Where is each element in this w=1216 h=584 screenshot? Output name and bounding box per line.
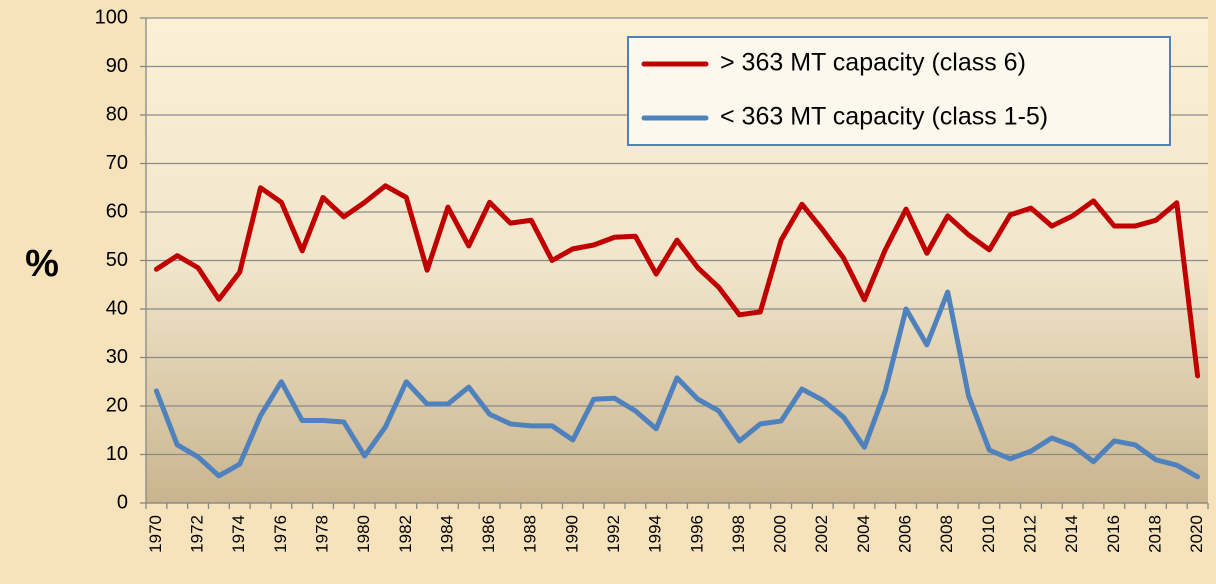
legend-label: < 363 MT capacity (class 1-5) <box>720 103 1048 131</box>
x-tick-label: 2006 <box>896 515 915 553</box>
x-tick-label: 1982 <box>396 515 415 553</box>
x-tick-label: 1994 <box>646 515 665 553</box>
x-tick-label: 1976 <box>271 515 290 553</box>
y-tick-label: 30 <box>106 346 128 368</box>
legend: > 363 MT capacity (class 6) < 363 MT capa… <box>627 36 1171 146</box>
y-tick-label: 60 <box>106 200 128 222</box>
x-tick-label: 1974 <box>229 515 248 553</box>
x-tick-label: 1970 <box>146 515 165 553</box>
x-tick-label: 2008 <box>937 515 956 553</box>
y-tick-label: 80 <box>106 103 128 125</box>
series-line <box>153 289 1201 480</box>
x-tick-label: 1988 <box>521 515 540 553</box>
x-tick-label: 2020 <box>1187 515 1206 553</box>
x-tick-label: 2002 <box>812 515 831 553</box>
y-tick-label: 50 <box>106 249 128 271</box>
x-tick-label: 1972 <box>188 515 207 553</box>
x-tick-label: 1996 <box>687 515 706 553</box>
y-tick-label: 20 <box>106 394 128 416</box>
x-tick-label: 2000 <box>771 515 790 553</box>
y-tick-label: 40 <box>106 297 128 319</box>
y-tick-label: 70 <box>106 152 128 174</box>
x-tick-label: 2004 <box>854 515 873 553</box>
x-tick-label: 2016 <box>1104 515 1123 553</box>
x-tick-label: 2018 <box>1145 515 1164 553</box>
x-tick-label: 1986 <box>479 515 498 553</box>
x-tick-label: 1992 <box>604 515 623 553</box>
series-line <box>153 183 1201 379</box>
x-tick-label: 2014 <box>1062 515 1081 553</box>
x-tick-label: 1984 <box>437 515 456 553</box>
y-tick-label: 0 <box>117 491 128 513</box>
x-tick-label: 1990 <box>562 515 581 553</box>
x-tick-label: 2012 <box>1020 515 1039 553</box>
x-tick-label: 1980 <box>354 515 373 553</box>
y-tick-label: 90 <box>106 55 128 77</box>
x-tick-label: 1998 <box>729 515 748 553</box>
y-tick-label: 100 <box>95 6 128 28</box>
y-tick-label: 10 <box>106 443 128 465</box>
y-axis-label: % <box>25 243 59 285</box>
legend-label: > 363 MT capacity (class 6) <box>720 49 1026 77</box>
legend-box <box>627 36 1171 146</box>
x-tick-label: 2010 <box>979 515 998 553</box>
x-tick-label: 1978 <box>312 515 331 553</box>
